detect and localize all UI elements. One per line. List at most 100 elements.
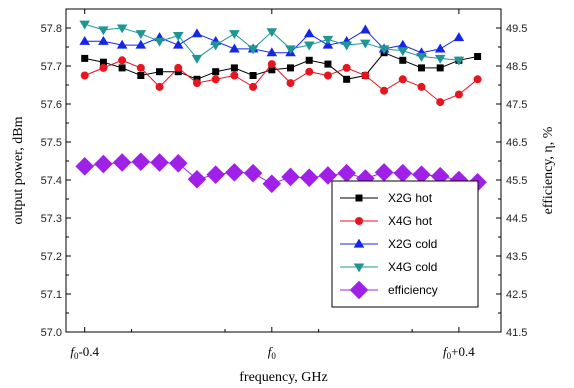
data-point bbox=[135, 39, 147, 49]
x-tick-label: f0 bbox=[268, 344, 277, 361]
data-point bbox=[136, 63, 145, 72]
data-point bbox=[118, 64, 126, 72]
data-point bbox=[131, 152, 151, 172]
data-point bbox=[286, 79, 295, 88]
data-point bbox=[116, 39, 128, 49]
data-point bbox=[303, 28, 315, 38]
series-line bbox=[84, 52, 478, 80]
data-point bbox=[79, 20, 91, 30]
x-tick-base: f bbox=[443, 344, 449, 359]
legend-item: X4G hot bbox=[340, 214, 433, 228]
x-tick-label: f0+0.4 bbox=[443, 344, 475, 361]
data-point bbox=[150, 153, 169, 172]
data-point bbox=[156, 68, 164, 76]
data-point bbox=[324, 60, 332, 68]
legend-marker bbox=[349, 280, 369, 300]
y2-tick-label: 44.5 bbox=[506, 213, 527, 225]
y-axis-title: output power, dBm bbox=[11, 116, 26, 224]
data-point bbox=[154, 37, 165, 47]
data-point bbox=[322, 35, 334, 45]
x-axis-title: frequency, GHz bbox=[239, 370, 328, 385]
data-point bbox=[398, 75, 407, 84]
data-point bbox=[473, 75, 482, 84]
data-point bbox=[430, 166, 450, 186]
data-point bbox=[360, 39, 371, 49]
y2-tick-label: 46.5 bbox=[506, 137, 527, 149]
legend-item: X2G cold bbox=[340, 237, 437, 251]
data-point bbox=[299, 168, 319, 188]
y-tick-label: 57.5 bbox=[41, 137, 62, 149]
legend-marker bbox=[355, 217, 363, 225]
data-point bbox=[79, 35, 91, 45]
data-point bbox=[172, 39, 184, 49]
data-point bbox=[318, 166, 338, 185]
data-point bbox=[305, 67, 314, 76]
plot-frame bbox=[65, 8, 502, 333]
series-line bbox=[84, 161, 478, 185]
data-point bbox=[247, 45, 259, 55]
data-point bbox=[81, 54, 89, 62]
data-point bbox=[262, 174, 282, 194]
data-point bbox=[416, 52, 427, 62]
data-point bbox=[98, 35, 109, 45]
y-tick-label: 57.0 bbox=[41, 327, 62, 339]
y-tick-label: 57.2 bbox=[41, 251, 62, 263]
data-point bbox=[303, 41, 315, 51]
data-point bbox=[99, 63, 108, 72]
data-point bbox=[287, 64, 295, 72]
y2-tick-label: 45.5 bbox=[506, 175, 527, 187]
series-4 bbox=[75, 152, 487, 194]
data-point bbox=[356, 169, 375, 188]
data-point bbox=[210, 41, 221, 51]
y2-tick-label: 42.5 bbox=[506, 289, 527, 301]
data-point bbox=[397, 47, 409, 57]
data-point bbox=[342, 63, 351, 72]
x-tick-suffix: -0.4 bbox=[78, 344, 99, 359]
data-point bbox=[243, 163, 263, 183]
legend-label: X4G cold bbox=[388, 260, 437, 274]
data-point bbox=[412, 165, 431, 184]
data-point bbox=[191, 28, 203, 38]
legend-marker bbox=[353, 263, 365, 273]
x-tick-sub: 0 bbox=[74, 351, 79, 361]
data-point bbox=[399, 56, 407, 64]
data-point bbox=[118, 56, 127, 65]
data-point bbox=[75, 157, 94, 176]
legend-label: X4G hot bbox=[388, 214, 433, 228]
x-tick-sub: 0 bbox=[447, 351, 452, 361]
y-tick-label: 57.7 bbox=[41, 61, 62, 73]
data-point bbox=[266, 28, 278, 38]
data-point bbox=[135, 30, 147, 40]
data-point bbox=[474, 53, 482, 60]
data-point bbox=[137, 72, 145, 79]
y-tick-label: 57.6 bbox=[41, 99, 62, 111]
y-tick-label: 57.3 bbox=[41, 213, 62, 225]
series-2 bbox=[79, 24, 465, 57]
data-point bbox=[225, 163, 244, 182]
x-tick-base: f bbox=[70, 344, 76, 359]
data-point bbox=[285, 45, 296, 55]
legend-label: X2G hot bbox=[388, 191, 433, 205]
legend-label: X2G cold bbox=[388, 237, 437, 251]
legend-marker bbox=[353, 238, 365, 248]
data-point bbox=[99, 58, 107, 66]
data-point bbox=[454, 90, 463, 99]
legend-item: efficiency bbox=[340, 280, 438, 300]
data-point bbox=[168, 153, 188, 173]
series-3 bbox=[79, 20, 465, 66]
data-point bbox=[323, 71, 332, 80]
y-tick-label: 57.1 bbox=[41, 289, 62, 301]
data-point bbox=[191, 54, 203, 64]
data-point bbox=[267, 60, 276, 69]
y2-tick-label: 43.5 bbox=[506, 251, 527, 263]
data-point bbox=[94, 154, 113, 174]
data-point bbox=[266, 47, 278, 57]
data-point bbox=[453, 56, 465, 66]
legend-item: X4G cold bbox=[340, 260, 437, 274]
x-tick-sub: 0 bbox=[271, 351, 276, 361]
x-tick-label: f0-0.4 bbox=[70, 344, 99, 361]
x-tick-suffix: +0.4 bbox=[451, 344, 475, 359]
data-point bbox=[393, 163, 413, 183]
